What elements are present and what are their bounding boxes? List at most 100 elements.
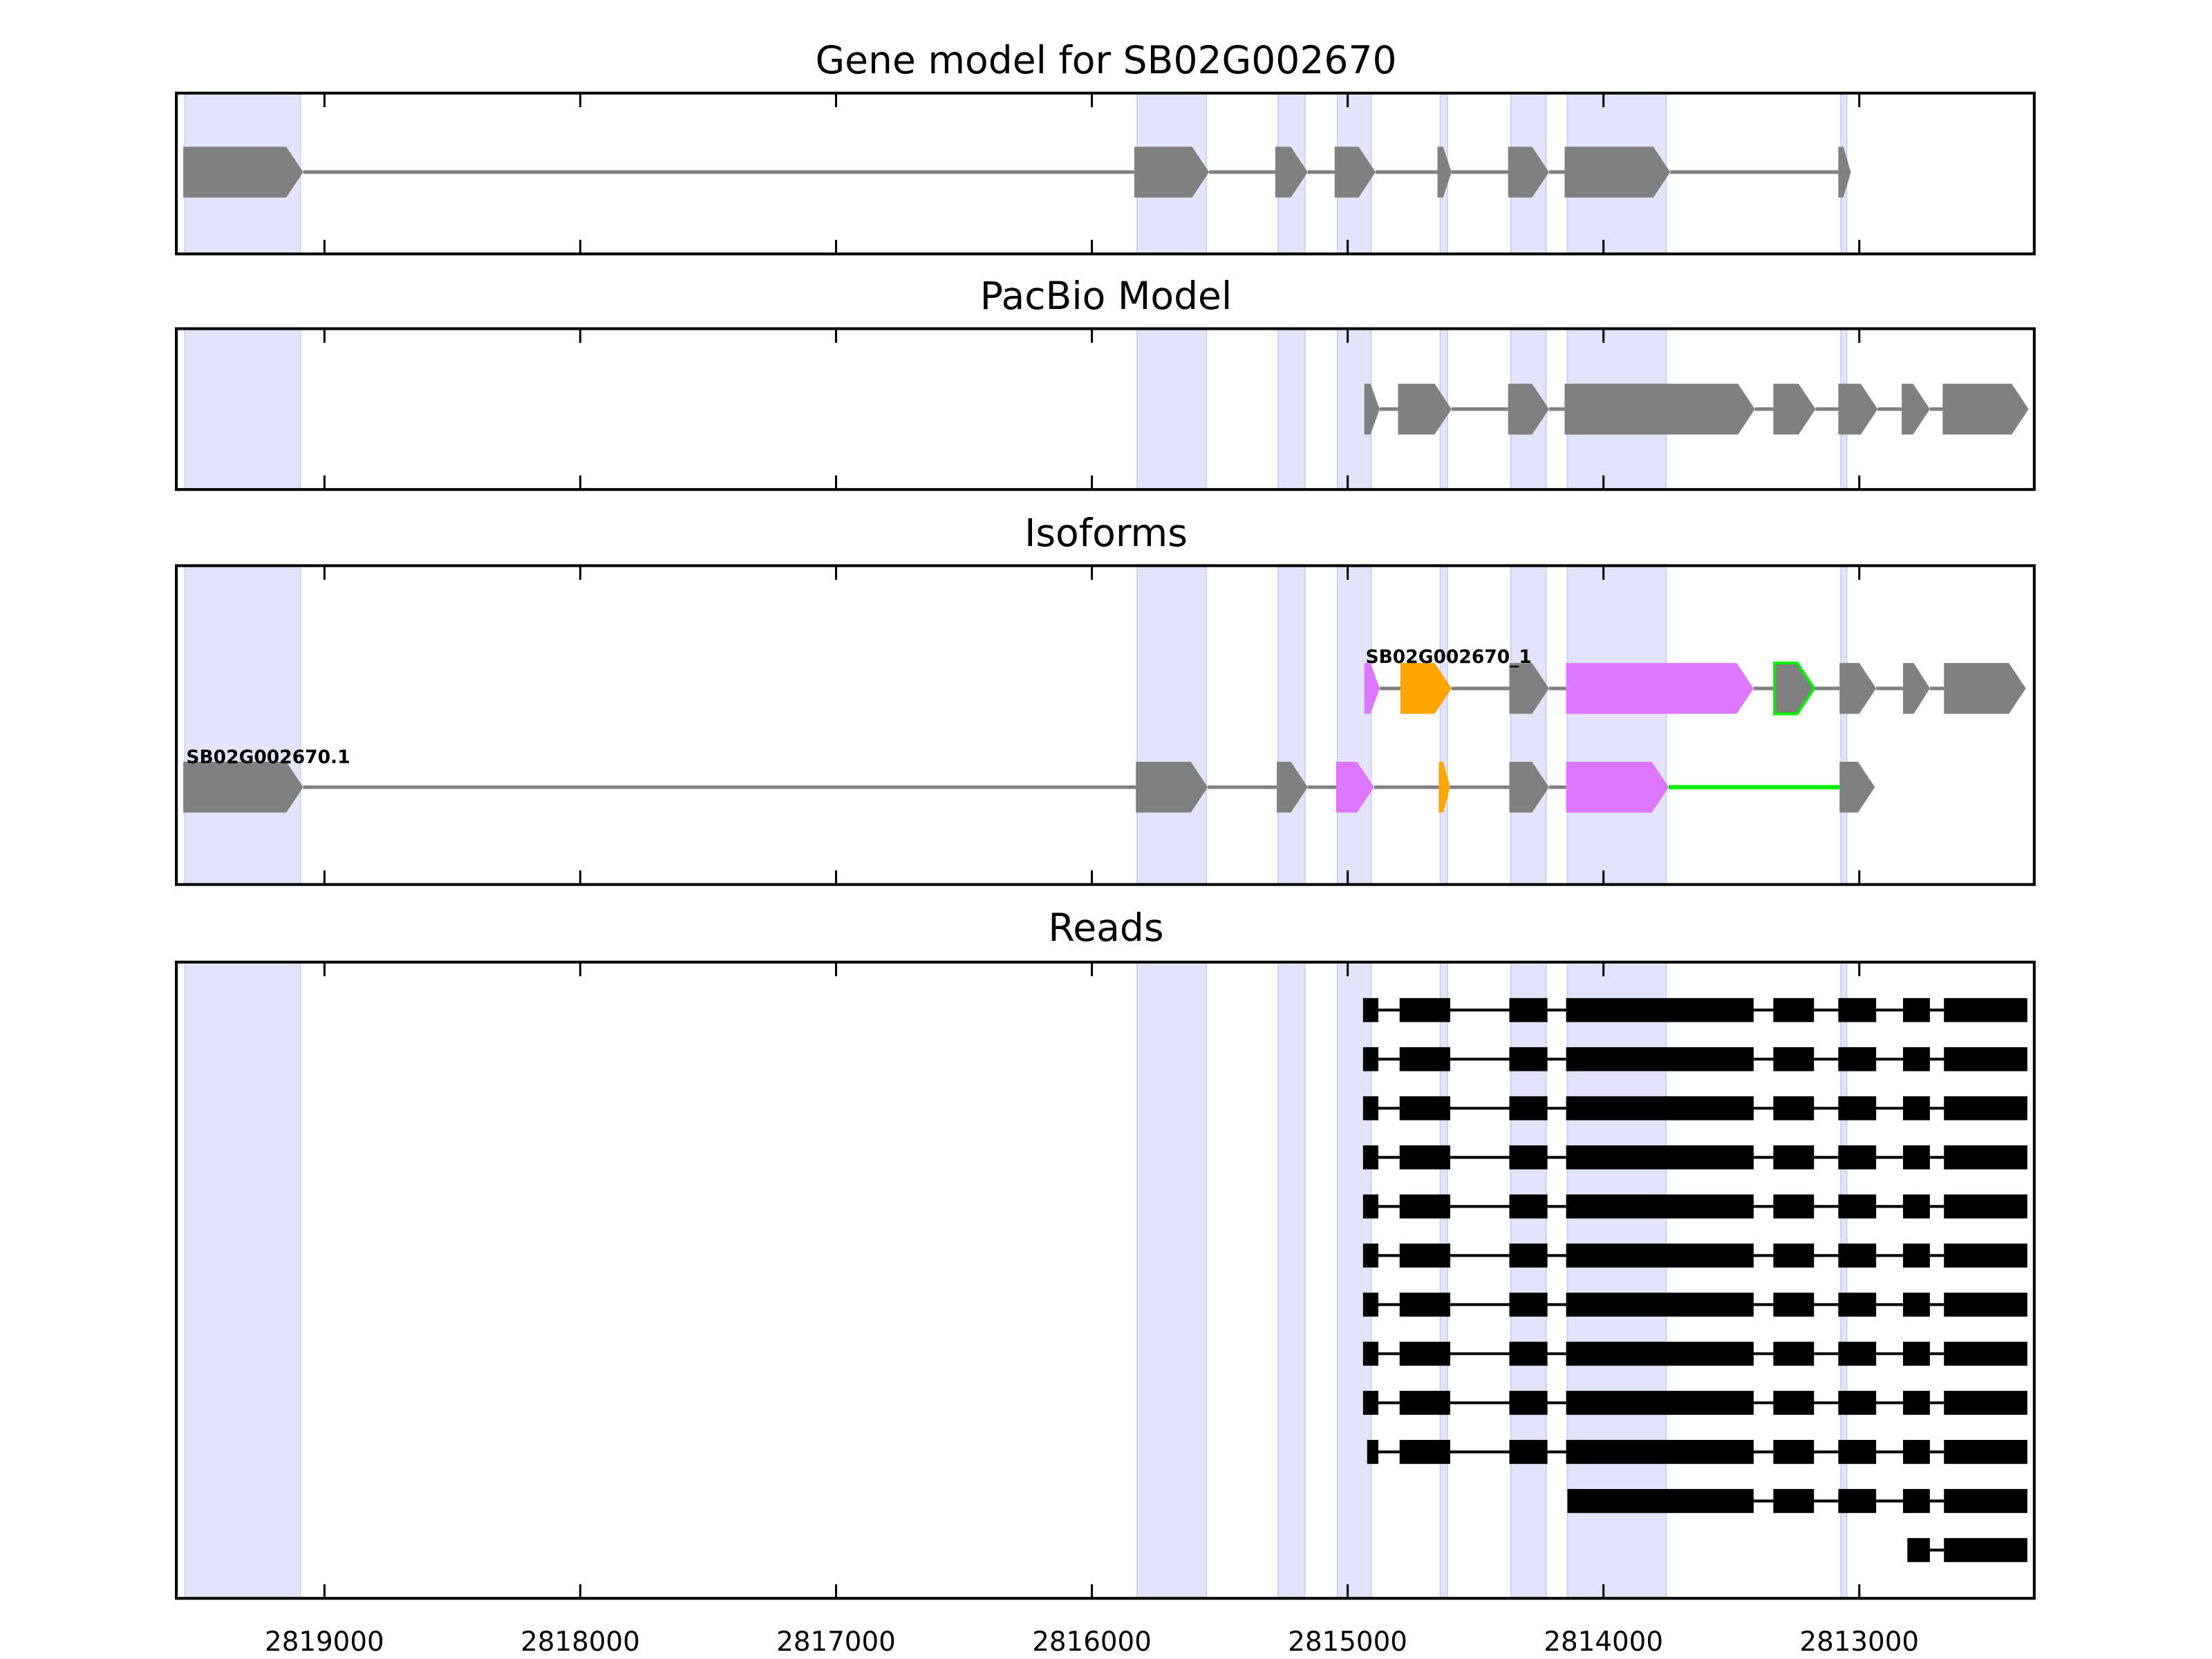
read-row	[1362, 1293, 2027, 1317]
read-block	[1509, 1047, 1548, 1071]
read-block	[1838, 1440, 1877, 1464]
panel-frame	[175, 960, 2036, 1600]
read-block	[1773, 1047, 1815, 1071]
panel-0	[175, 91, 2036, 256]
exon	[1838, 147, 1851, 198]
read-block	[1399, 1391, 1451, 1415]
panel-1	[175, 327, 2036, 491]
highlight-region	[1840, 565, 1848, 885]
highlight-region	[184, 328, 301, 491]
highlight-region	[1277, 961, 1306, 1600]
read-block	[1773, 1293, 1815, 1317]
highlight-region	[184, 961, 301, 1600]
read-block	[1773, 1243, 1815, 1268]
read-row	[1362, 1194, 2027, 1219]
read-block	[1773, 997, 1815, 1022]
read-block	[1903, 1342, 1930, 1366]
read-block	[1566, 1145, 1754, 1170]
read-block	[1838, 1489, 1877, 1513]
read-block	[1944, 1391, 2027, 1415]
exon	[1773, 662, 1816, 715]
x-tick-label: 2818000	[521, 1627, 640, 1658]
read-block	[1566, 997, 1754, 1022]
read-block	[1944, 1293, 2027, 1317]
read-block	[1838, 1096, 1877, 1121]
read-block	[1362, 1243, 1379, 1268]
panel-title-isoforms: Isoforms	[1024, 511, 1188, 555]
read-block	[1399, 1342, 1451, 1366]
exon-pink	[1335, 762, 1374, 813]
exon	[1509, 762, 1549, 813]
exon	[183, 147, 303, 198]
read-block	[1362, 1145, 1379, 1170]
panel-2	[175, 564, 2036, 886]
x-tick-label: 2817000	[776, 1627, 896, 1658]
highlight-region	[1336, 565, 1372, 885]
read-block	[1838, 1391, 1877, 1415]
read-block	[1362, 1293, 1379, 1317]
read-block	[1399, 1293, 1451, 1317]
exon	[1839, 663, 1877, 714]
read-block	[1773, 1096, 1815, 1121]
highlight-region	[1277, 328, 1306, 491]
read-block	[1944, 1440, 2027, 1464]
highlight-region	[1439, 565, 1448, 885]
read-block	[1566, 1440, 1754, 1464]
read-row	[1362, 1342, 2027, 1366]
read-block	[1903, 997, 1930, 1022]
read-block	[1773, 1391, 1815, 1415]
exon	[1364, 384, 1380, 435]
read-block	[1509, 1342, 1548, 1366]
read-block	[1509, 1145, 1548, 1170]
exon	[1839, 762, 1875, 813]
track	[1364, 662, 2026, 715]
read-block	[1362, 1342, 1379, 1366]
read-block	[1944, 1194, 2027, 1219]
exon	[1437, 147, 1452, 198]
read-block	[1399, 997, 1451, 1022]
highlight-region	[1136, 328, 1207, 491]
x-tick-label: 2814000	[1544, 1627, 1663, 1658]
read-block	[1773, 1489, 1815, 1513]
read-block	[1838, 1145, 1877, 1170]
read-row	[1362, 1145, 2027, 1170]
read-block	[1903, 1096, 1930, 1121]
exon	[1942, 384, 2029, 435]
read-block	[1509, 1391, 1548, 1415]
exon	[1134, 147, 1210, 198]
track	[1364, 384, 2029, 435]
read-block	[1399, 1243, 1451, 1268]
panel-title-reads: Reads	[1048, 906, 1163, 950]
isoform-label-1: SB02G002670_1	[1366, 646, 1532, 668]
exon-orange	[1400, 663, 1452, 714]
read-row	[1567, 1489, 2027, 1513]
track	[183, 147, 1851, 198]
exon	[1773, 384, 1816, 435]
read-block	[1944, 997, 2027, 1022]
isoform-label-2: SB02G002670.1	[186, 747, 350, 768]
highlight-region	[1136, 961, 1207, 1600]
read-block	[1944, 1243, 2027, 1268]
exon	[1275, 147, 1308, 198]
exon-pink	[1364, 663, 1380, 714]
read-row	[1362, 1096, 2027, 1121]
read-block	[1567, 1489, 1754, 1513]
panel-frame	[175, 327, 2036, 491]
exon	[1564, 147, 1671, 198]
highlight-region	[1136, 565, 1207, 885]
highlight-region	[1277, 565, 1306, 885]
read-block	[1509, 997, 1548, 1022]
read-block	[1773, 1440, 1815, 1464]
exon	[1136, 762, 1208, 813]
read-block	[1838, 1243, 1877, 1268]
read-row	[1907, 1538, 2027, 1562]
exon-orange	[1438, 762, 1450, 813]
read-block	[1903, 1194, 1930, 1219]
read-block	[1362, 1391, 1379, 1415]
panel-3	[175, 960, 2036, 1600]
read-block	[1944, 1145, 2027, 1170]
read-block	[1399, 1145, 1451, 1170]
panel-title-pacbio: PacBio Model	[980, 274, 1232, 318]
read-block	[1773, 1342, 1815, 1366]
read-block	[1944, 1489, 2027, 1513]
